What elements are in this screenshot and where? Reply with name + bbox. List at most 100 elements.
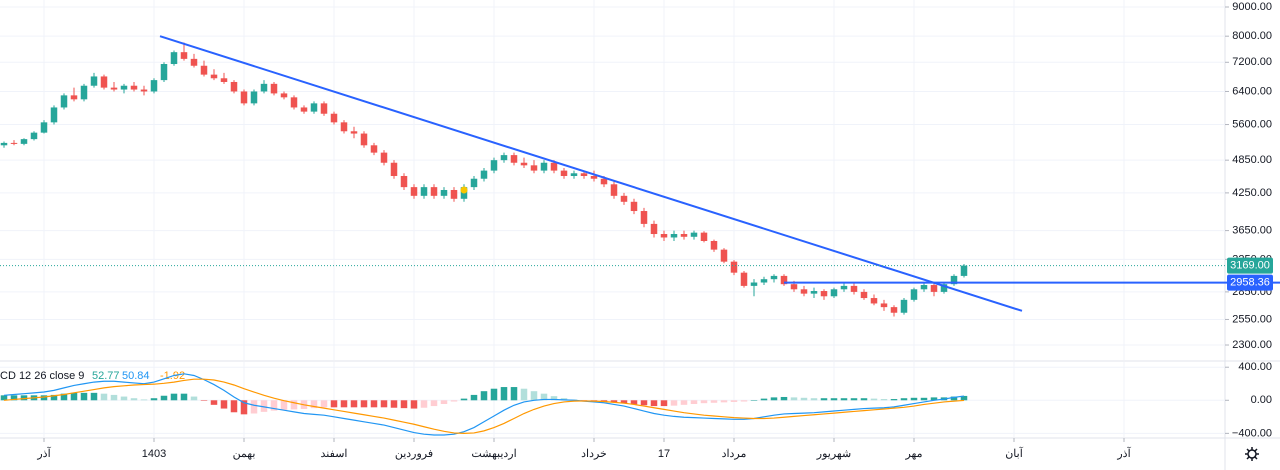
x-tick-label: اردیبهشت	[471, 448, 516, 460]
candle-body	[640, 211, 648, 224]
x-tick-label: آذر	[36, 447, 51, 460]
macd-histogram-bar	[160, 395, 168, 401]
macd-histogram-bar	[670, 400, 678, 406]
candle-body	[870, 298, 878, 304]
x-tick-label: 17	[658, 448, 670, 460]
macd-histogram-bar	[90, 392, 98, 401]
macd-histogram-bar	[920, 397, 928, 401]
macd-histogram-bar	[200, 400, 208, 401]
macd-histogram-bar	[910, 397, 918, 401]
macd-histogram-bar	[80, 392, 88, 401]
macd-histogram-bar	[440, 400, 448, 405]
candle-body	[50, 107, 58, 123]
macd-histogram-bar	[620, 400, 628, 404]
macd-histogram-bar	[550, 396, 558, 401]
macd-histogram-bar	[720, 400, 728, 403]
y-tick-label: 3650.00	[1232, 225, 1272, 237]
macd-histogram-bar	[890, 399, 898, 401]
candle-body	[40, 122, 48, 133]
candle-body	[960, 265, 968, 276]
macd-histogram-bar	[660, 400, 668, 407]
candle-body	[890, 307, 898, 313]
macd-histogram-bar	[750, 400, 758, 401]
candle-body	[310, 103, 318, 112]
candle-body	[190, 58, 198, 66]
x-tick-label: فروردین	[395, 448, 433, 460]
x-tick-label: مرداد	[722, 448, 747, 460]
candle-body	[80, 85, 88, 100]
candle-body	[520, 162, 528, 166]
y-tick-label: 2550.00	[1232, 313, 1272, 325]
y-tick-label: 6400.00	[1232, 85, 1272, 97]
candle-body	[140, 89, 148, 92]
candle-body	[390, 162, 398, 176]
macd-histogram-bar	[280, 400, 288, 410]
macd-histogram-bar	[400, 400, 408, 409]
macd-histogram-bar	[270, 400, 278, 411]
candle-body	[730, 261, 738, 273]
candle-body	[650, 223, 658, 235]
macd-histogram-bar	[20, 395, 28, 401]
macd-histogram-bar	[820, 398, 828, 401]
candle-body	[130, 85, 138, 90]
macd-histogram-bar	[390, 400, 398, 408]
candle-body	[170, 52, 178, 65]
candle-body	[950, 275, 958, 285]
candle-body	[270, 83, 278, 94]
candle-body	[830, 289, 838, 297]
candle-body	[250, 91, 258, 104]
macd-histogram-bar	[70, 392, 78, 401]
candle-body	[660, 234, 668, 238]
candle-body	[770, 275, 778, 280]
macd-histogram-bar	[870, 398, 878, 401]
price-badge	[1227, 257, 1273, 274]
macd-histogram-bar	[850, 398, 858, 401]
macd-histogram-bar	[0, 395, 8, 401]
macd-histogram-bar	[960, 395, 968, 401]
candle-body	[560, 170, 568, 176]
candle-body	[180, 52, 188, 59]
macd-histogram-bar	[170, 393, 178, 401]
macd-histogram-bar	[810, 398, 818, 401]
candle-body	[670, 234, 678, 238]
y-tick-label: 7200.00	[1232, 56, 1272, 68]
macd-histogram-bar	[310, 400, 318, 409]
macd-title: CD 12 26 close 9	[0, 370, 84, 382]
macd-histogram-bar	[830, 398, 838, 401]
candle-body	[780, 275, 788, 285]
macd-histogram-bar	[930, 397, 938, 401]
settings-icon[interactable]	[1245, 447, 1259, 461]
candle-body	[160, 64, 168, 81]
macd-y-tick-label: 0.00	[1251, 394, 1272, 406]
candle-body	[810, 291, 818, 294]
candle-body	[430, 187, 438, 196]
macd-histogram-bar	[790, 397, 798, 401]
candle-body	[590, 175, 598, 179]
candle-body	[820, 291, 828, 297]
candle-body	[20, 139, 28, 144]
candle-body	[510, 155, 518, 163]
macd-histogram-bar	[420, 400, 428, 408]
trendline	[159, 35, 1023, 312]
candle-body	[240, 91, 248, 104]
macd-histogram-bar	[780, 396, 788, 401]
candle-body	[220, 78, 228, 82]
candle-body	[210, 74, 218, 79]
y-tick-label: 4250.00	[1232, 187, 1272, 199]
macd-histogram-bar	[840, 398, 848, 401]
macd-histogram-bar	[690, 400, 698, 405]
macd-histogram-bar	[680, 400, 688, 405]
macd-y-tick-label: 400.00	[1238, 361, 1272, 373]
candle-body	[720, 249, 728, 262]
candle-body	[440, 189, 448, 196]
candle-body	[860, 291, 868, 299]
candle-body	[110, 87, 118, 90]
macd-histogram-bar	[730, 400, 738, 402]
candle-body	[290, 97, 298, 108]
macd-histogram-bar	[540, 393, 548, 401]
macd-histogram-bar	[110, 394, 118, 401]
y-tick-label: 2300.00	[1232, 339, 1272, 351]
macd-histogram-bar	[450, 400, 458, 402]
